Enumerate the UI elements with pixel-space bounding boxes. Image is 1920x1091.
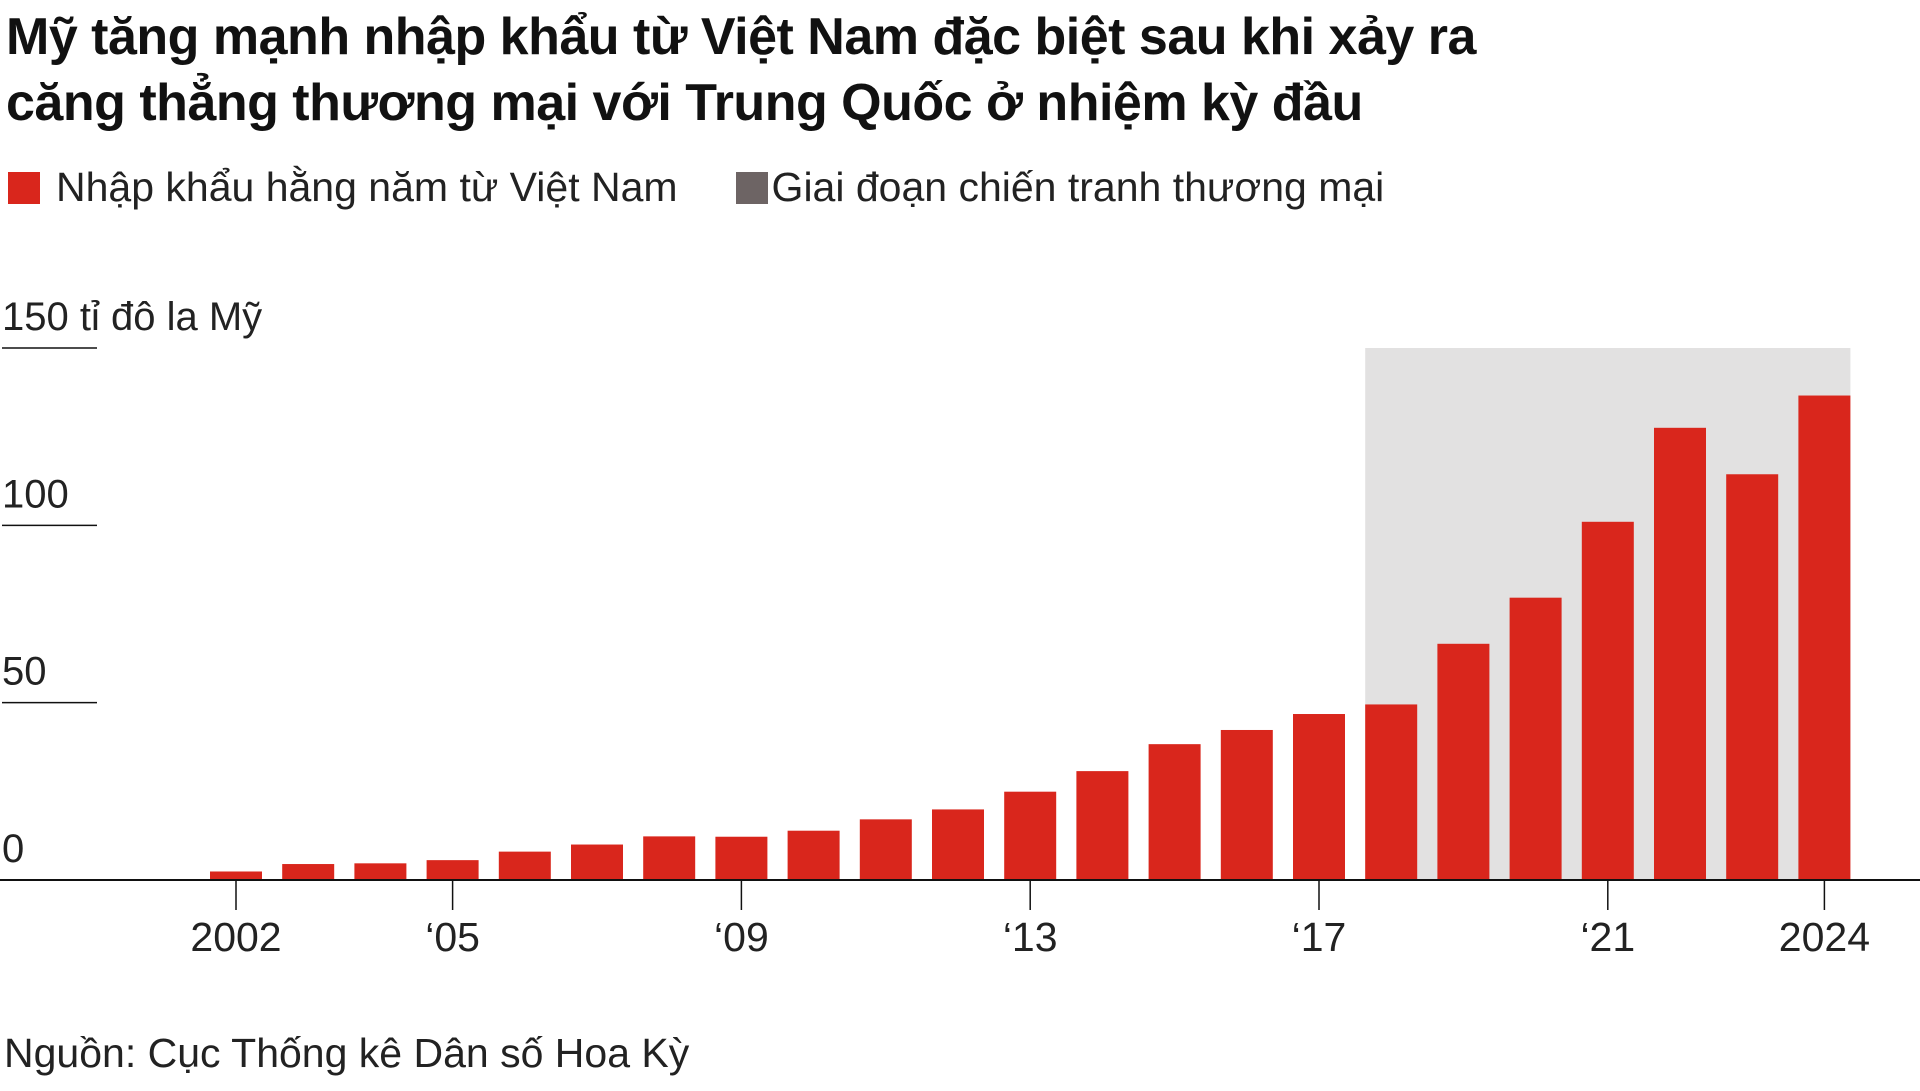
y-tick-label: 50 [2, 650, 47, 694]
bar-2023 [1726, 474, 1779, 880]
title-line-1: Mỹ tăng mạnh nhập khẩu từ Việt Nam đặc b… [6, 8, 1476, 66]
bar-2014 [1076, 771, 1129, 880]
bar-2016 [1220, 729, 1273, 880]
x-tick-label: ‘21 [1580, 914, 1635, 960]
chart-title: Mỹ tăng mạnh nhập khẩu từ Việt Nam đặc b… [6, 4, 1906, 136]
x-tick-label: 2002 [190, 914, 281, 960]
bar-2022 [1654, 427, 1706, 880]
bar-2006 [498, 851, 551, 880]
bar-2011 [859, 819, 912, 880]
y-tick-label: 0 [2, 827, 24, 871]
legend: Nhập khẩu hằng năm từ Việt Nam Giai đoạn… [8, 164, 1442, 211]
x-tick-label: ‘17 [1292, 914, 1347, 960]
bar-2008 [643, 836, 696, 880]
legend-label-trade-war: Giai đoạn chiến tranh thương mại [771, 164, 1385, 210]
bar-2019 [1437, 643, 1490, 880]
bar-2015 [1148, 744, 1201, 880]
bar-2021 [1581, 521, 1634, 880]
title-line-2: căng thẳng thương mại với Trung Quốc ở n… [6, 74, 1363, 132]
legend-label-imports: Nhập khẩu hằng năm từ Việt Nam [56, 164, 678, 210]
bar-2013 [1004, 791, 1057, 880]
y-tick-label: 150 tỉ đô la Mỹ [2, 295, 262, 339]
x-tick-label: ‘13 [1003, 914, 1058, 960]
bar-2020 [1509, 597, 1562, 880]
x-tick-label: ‘09 [714, 914, 769, 960]
bar-2007 [571, 844, 623, 880]
bar-2004 [354, 863, 407, 880]
bar-2003 [282, 864, 335, 880]
legend-swatch-trade-war [735, 171, 768, 204]
bar-2005 [426, 860, 479, 880]
bar-2024 [1798, 395, 1851, 880]
bar-2012 [932, 809, 984, 880]
bar-2017 [1293, 714, 1345, 880]
bar-2018 [1365, 704, 1418, 880]
legend-swatch-imports [8, 171, 40, 204]
x-tick-label: ‘05 [425, 914, 480, 960]
y-tick-label: 100 [2, 472, 69, 516]
bar-2002 [210, 871, 262, 880]
source-note: Nguồn: Cục Thống kê Dân số Hoa Kỳ [4, 1030, 690, 1076]
legend-item-trade-war: Giai đoạn chiến tranh thương mại [735, 164, 1385, 211]
x-tick-label: 2024 [1779, 914, 1870, 960]
legend-item-imports: Nhập khẩu hằng năm từ Việt Nam [8, 164, 678, 211]
bar-2010 [787, 830, 840, 880]
bar-2009 [715, 836, 768, 880]
